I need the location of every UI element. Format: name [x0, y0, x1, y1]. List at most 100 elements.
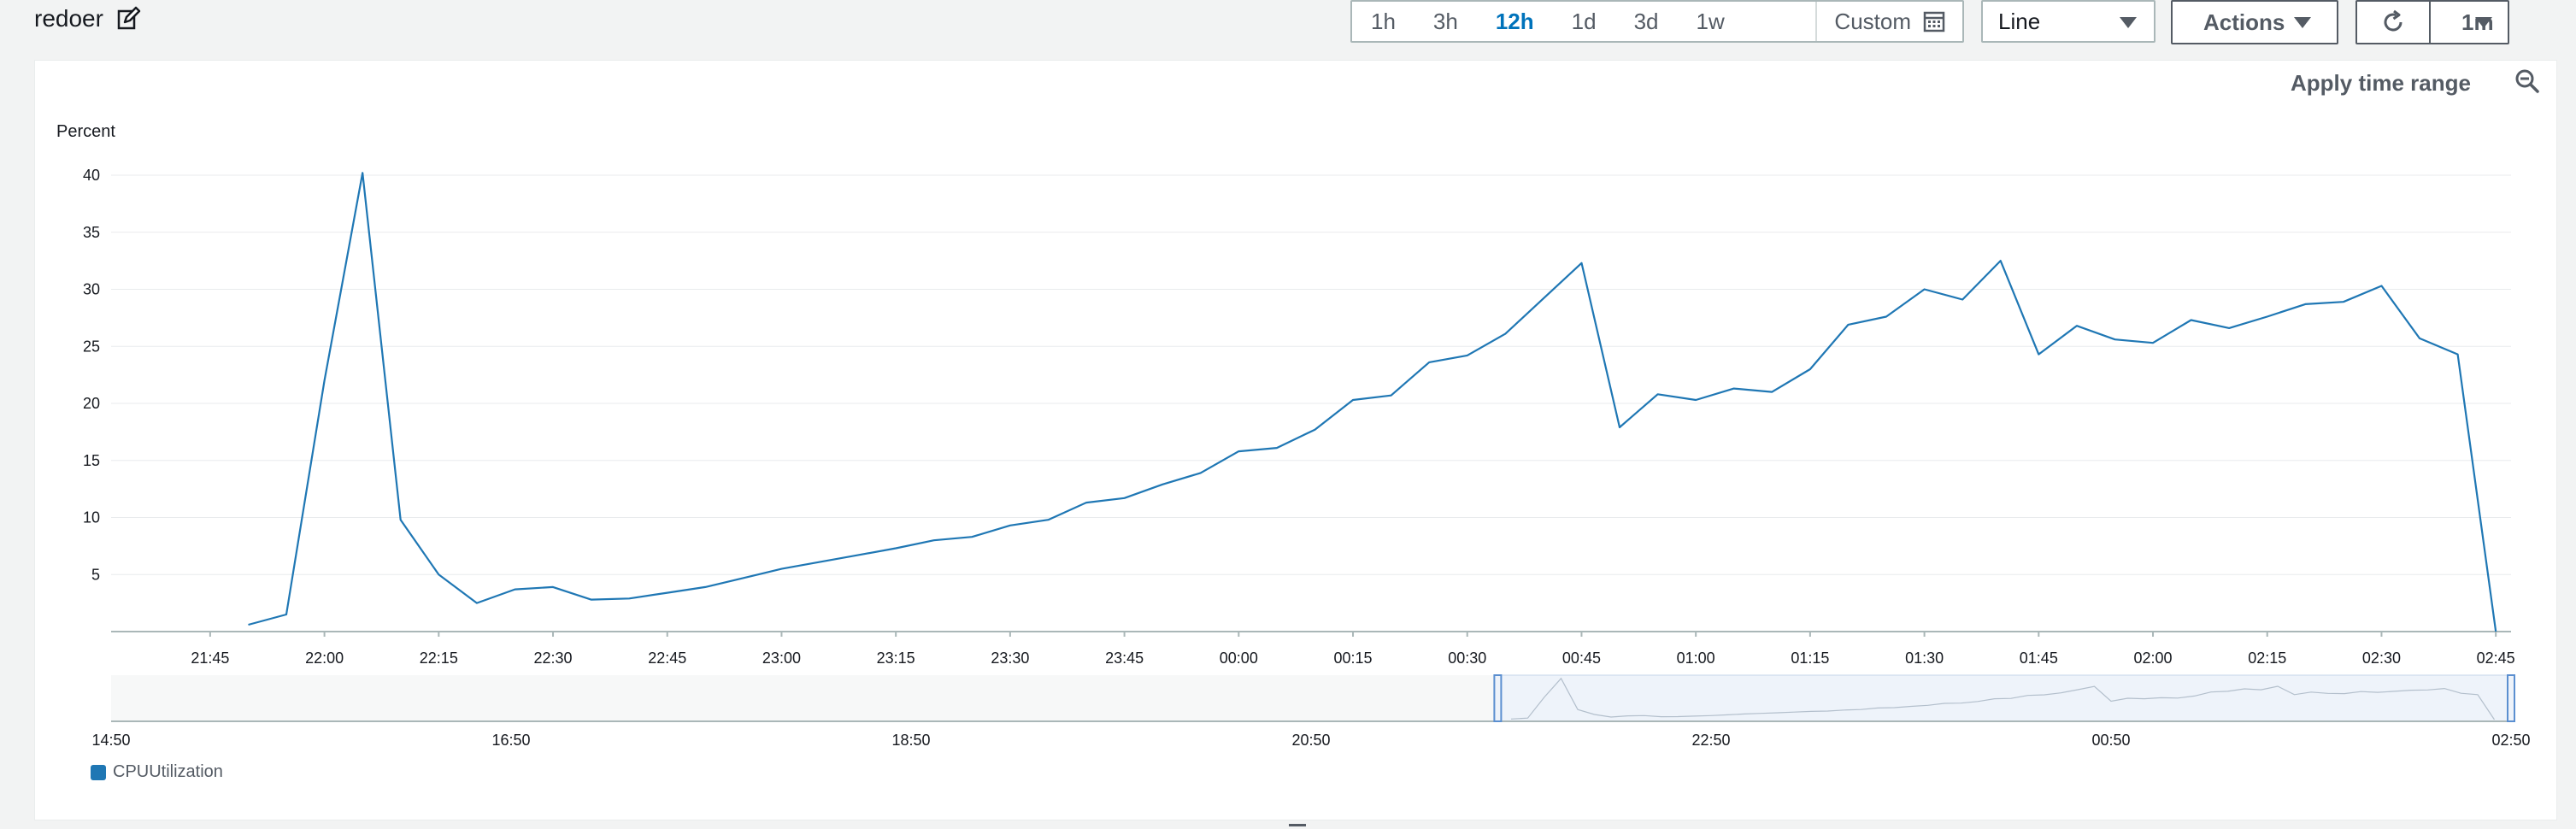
data-point [589, 597, 594, 603]
data-point [1008, 523, 1013, 528]
overview-series-line [1510, 677, 2495, 720]
x-tick-label: 01:45 [2020, 650, 2058, 667]
data-point [322, 378, 327, 383]
data-point [1312, 427, 1317, 432]
x-tick-label: 00:45 [1562, 650, 1601, 667]
x-tick-label: 00:15 [1334, 650, 1373, 667]
data-point [856, 553, 861, 558]
data-point [626, 596, 632, 601]
data-point [1503, 332, 1508, 337]
data-point [1693, 397, 1698, 403]
series-line-cpuutilization [248, 172, 2497, 632]
data-point [1998, 258, 2003, 263]
x-tick-label: 21:45 [191, 650, 229, 667]
time-range-selector: 1h 3h 12h 1d 3d 1w Custom [1350, 0, 1964, 43]
range-1w[interactable]: 1w [1696, 9, 1725, 34]
widget-title-area: redoer [34, 5, 141, 32]
data-point [1808, 367, 1813, 372]
dashboard-toolbar: redoer 1h 3h 12h 1d 3d 1w Custom Line [0, 0, 2576, 51]
data-point [2226, 326, 2232, 331]
data-point [779, 567, 784, 572]
data-point [969, 534, 974, 539]
overview-tick-label: 16:50 [491, 732, 530, 749]
data-point [1350, 397, 1356, 403]
data-point [2493, 629, 2498, 634]
actions-label: Actions [2203, 9, 2285, 35]
range-1d[interactable]: 1d [1571, 9, 1597, 34]
y-tick-label: 15 [83, 452, 100, 469]
data-point [2150, 340, 2155, 345]
y-axis-unit-label: Percent [56, 122, 115, 141]
x-tick-label: 01:00 [1677, 650, 1715, 667]
refresh-interval-dropdown[interactable]: 1m [2431, 2, 2508, 43]
data-point [1084, 500, 1089, 505]
chart-type-select[interactable]: Line [1981, 0, 2155, 43]
edit-title-icon[interactable] [115, 6, 141, 32]
data-point [1884, 315, 1889, 320]
x-tick-label: 23:15 [877, 650, 915, 667]
data-point [1274, 445, 1279, 450]
caret-down-icon [2475, 17, 2492, 28]
data-point [2303, 302, 2308, 307]
data-point [2379, 283, 2384, 288]
chart-type-value: Line [1998, 9, 2041, 34]
data-point [1656, 391, 1661, 397]
x-tick-label: 22:45 [648, 650, 686, 667]
range-3d[interactable]: 3d [1633, 9, 1659, 34]
range-3h[interactable]: 3h [1432, 9, 1458, 34]
x-tick-label: 02:00 [2134, 650, 2173, 667]
x-tick-label: 00:30 [1448, 650, 1486, 667]
data-point [245, 622, 250, 627]
overview-tick-label: 00:50 [2091, 732, 2130, 749]
x-tick-label: 00:00 [1220, 650, 1258, 667]
data-point [2341, 299, 2346, 304]
refresh-button[interactable] [2357, 2, 2431, 43]
refresh-icon [2384, 9, 2403, 32]
range-12h[interactable]: 12h [1495, 9, 1534, 34]
y-tick-label: 5 [91, 566, 100, 583]
x-tick-label: 01:15 [1791, 650, 1829, 667]
chart-legend[interactable]: CPUUtilization [91, 762, 223, 782]
calendar-icon [1923, 11, 1945, 32]
data-point [1389, 393, 1394, 398]
data-point [817, 560, 822, 565]
data-point [2112, 337, 2117, 342]
legend-label-cpuutilization: CPUUtilization [113, 762, 223, 781]
overview-tick-label: 22:50 [1691, 732, 1730, 749]
widget-title: redoer [34, 5, 103, 32]
data-point [1579, 261, 1584, 266]
data-point [665, 591, 670, 596]
zoom-out-icon[interactable] [2514, 68, 2540, 94]
data-point [284, 612, 289, 617]
data-point [1122, 496, 1127, 501]
range-custom-button[interactable]: Custom [1815, 2, 1962, 41]
data-point [1769, 390, 1774, 395]
data-point [1426, 360, 1432, 365]
data-point [398, 517, 403, 522]
y-tick-label: 10 [83, 509, 100, 526]
x-tick-label: 23:30 [991, 650, 1029, 667]
data-point [2189, 318, 2194, 323]
overview-handle-left[interactable] [1493, 674, 1503, 722]
overview-handle-right[interactable] [2507, 674, 2515, 722]
overview-tick-label: 14:50 [91, 732, 130, 749]
data-point [1541, 296, 1546, 301]
range-custom-label: Custom [1834, 9, 1911, 34]
range-1h[interactable]: 1h [1371, 9, 1396, 34]
data-point [703, 585, 708, 590]
apply-time-range-button[interactable]: Apply time range [2291, 70, 2471, 96]
x-tick-label: 22:15 [420, 650, 458, 667]
x-tick-label: 01:30 [1905, 650, 1944, 667]
data-point [1845, 322, 1850, 327]
legend-swatch [91, 764, 106, 780]
data-point [1465, 353, 1470, 358]
x-tick-label: 02:30 [2362, 650, 2401, 667]
actions-button[interactable]: Actions [2171, 0, 2338, 44]
overview-tick-label: 18:50 [891, 732, 930, 749]
data-point [436, 572, 441, 577]
resize-handle[interactable] [1289, 824, 1306, 826]
overview-tick-label: 02:50 [2491, 732, 2530, 749]
data-point [932, 538, 937, 543]
data-point [1198, 470, 1203, 475]
